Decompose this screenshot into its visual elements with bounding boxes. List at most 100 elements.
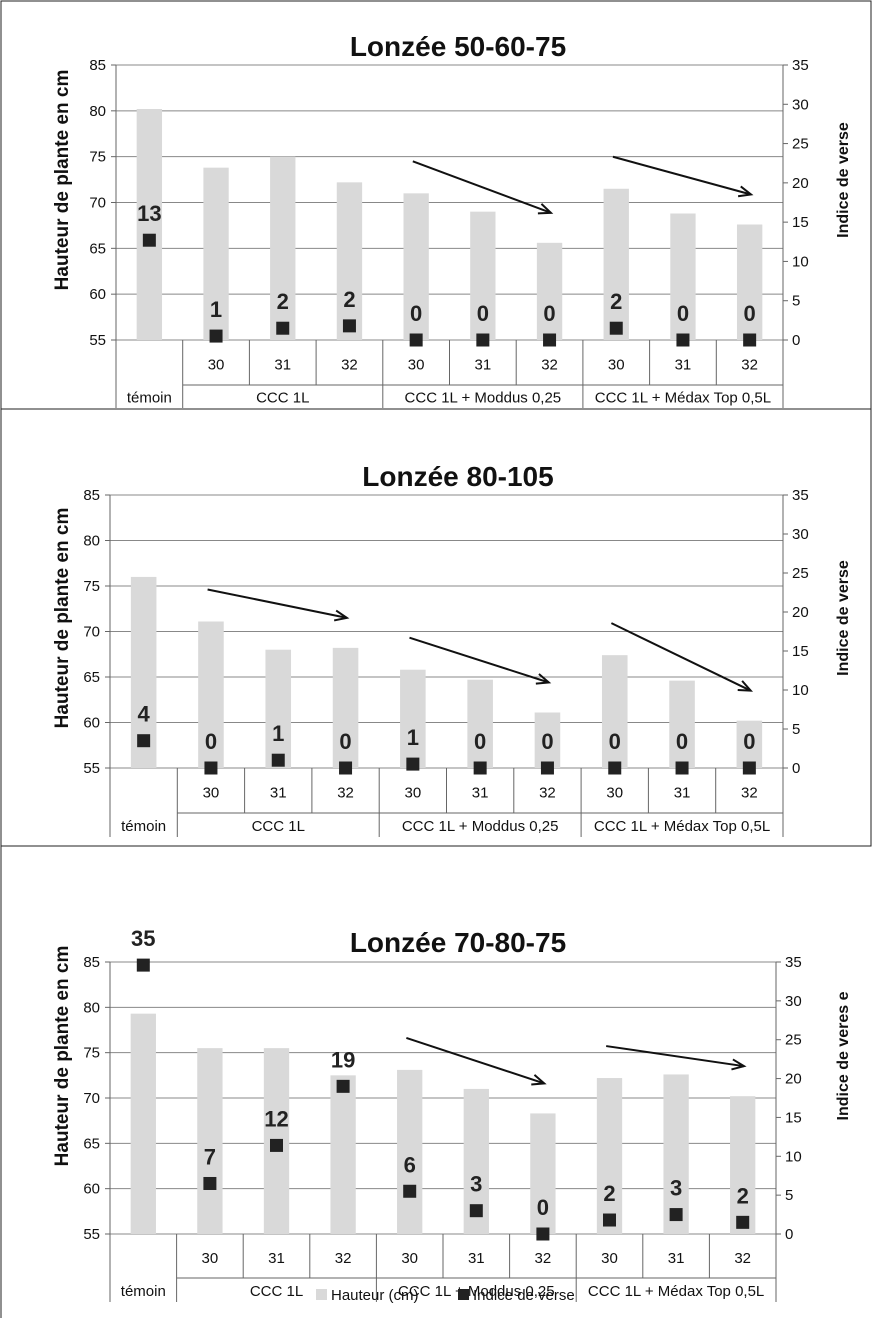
- data-label: 1: [210, 297, 222, 322]
- category-label: 31: [468, 1250, 485, 1267]
- y2-tick-label: 15: [792, 214, 809, 231]
- verse-marker: [276, 321, 290, 335]
- bar: [265, 649, 292, 768]
- verse-marker: [676, 333, 690, 347]
- group-label: témoin: [127, 390, 172, 407]
- category-label: 30: [208, 357, 225, 374]
- category-label: 30: [401, 1250, 418, 1267]
- data-label: 19: [331, 1047, 355, 1072]
- verse-marker: [339, 761, 353, 775]
- trend-arrow-head: [537, 203, 554, 215]
- data-label: 0: [205, 729, 217, 754]
- y2-tick-label: 35: [785, 954, 802, 971]
- data-label: 2: [343, 287, 355, 312]
- verse-marker: [603, 1213, 616, 1227]
- category-label: 31: [475, 357, 492, 374]
- bar: [197, 1048, 223, 1234]
- trend-arrow-head: [531, 1074, 547, 1086]
- bar: [470, 211, 496, 340]
- data-label: 0: [744, 301, 756, 326]
- y-axis-label: Hauteur de plante en cm: [52, 70, 73, 291]
- verse-marker: [608, 761, 622, 775]
- y2-tick-label: 20: [792, 175, 809, 192]
- data-label: 4: [138, 702, 151, 727]
- data-label: 2: [737, 1183, 749, 1208]
- verse-marker: [342, 319, 356, 333]
- category-label: 32: [734, 1250, 751, 1267]
- group-label: CCC 1L + Médax Top 0,5L: [595, 390, 771, 407]
- verse-marker: [476, 333, 490, 347]
- bar: [400, 669, 426, 768]
- bar: [397, 1069, 423, 1234]
- data-label: 7: [204, 1144, 216, 1169]
- category-label: 31: [268, 1250, 285, 1267]
- y-tick-label: 80: [83, 999, 100, 1016]
- y-tick-label: 60: [83, 1181, 100, 1198]
- data-label: 35: [131, 926, 155, 951]
- category-label: 31: [668, 1250, 685, 1267]
- category-label: 31: [674, 785, 691, 802]
- verse-marker: [540, 761, 554, 775]
- category-label: 30: [608, 357, 625, 374]
- y2-tick-label: 35: [792, 57, 809, 74]
- bar: [736, 720, 763, 768]
- group-label: CCC 1L: [250, 1283, 303, 1300]
- trend-arrow: [606, 1045, 745, 1068]
- y-tick-label: 80: [89, 103, 106, 120]
- bar: [530, 1113, 556, 1234]
- category-label: 30: [601, 1250, 618, 1267]
- y2-tick-label: 15: [792, 643, 809, 660]
- chart-title: Lonzée 70-80-75: [350, 927, 566, 958]
- y2-tick-label: 30: [785, 993, 802, 1010]
- y-tick-label: 75: [89, 149, 106, 166]
- y2-tick-label: 5: [785, 1187, 793, 1204]
- group-label: CCC 1L: [252, 818, 305, 835]
- y2-axis-label: Indice de veres e: [835, 991, 852, 1120]
- verse-marker: [406, 757, 420, 771]
- group-label: CCC 1L: [256, 390, 309, 407]
- verse-marker: [742, 761, 756, 775]
- chart-lonzee-80-105: Lonzée 80-105 Hauteur de plante en cm In…: [52, 461, 852, 837]
- y2-tick-label: 0: [792, 760, 800, 777]
- bar: [198, 621, 224, 768]
- verse-marker: [142, 233, 156, 247]
- y-tick-label: 70: [89, 195, 106, 212]
- trend-arrow: [610, 622, 752, 692]
- data-label: 0: [339, 729, 351, 754]
- y-tick-label: 85: [83, 487, 100, 504]
- verse-marker: [336, 1079, 350, 1093]
- y-tick-label: 80: [83, 533, 100, 550]
- verse-marker: [403, 1184, 417, 1198]
- y2-tick-label: 25: [792, 136, 809, 153]
- y-tick-label: 65: [83, 669, 100, 686]
- verse-marker: [203, 1176, 217, 1190]
- verse-marker: [669, 1208, 683, 1222]
- trend-arrow: [412, 160, 552, 214]
- verse-marker: [137, 734, 151, 748]
- y-tick-label: 65: [89, 240, 106, 257]
- y2-tick-label: 10: [785, 1148, 802, 1165]
- verse-marker: [473, 761, 487, 775]
- bar: [403, 193, 429, 340]
- group-label: CCC 1L + Médax Top 0,5L: [594, 818, 770, 835]
- category-label: 32: [341, 357, 358, 374]
- y2-tick-label: 35: [792, 487, 809, 504]
- bar: [736, 224, 763, 340]
- category-label: 30: [408, 357, 425, 374]
- category-label: 31: [270, 785, 287, 802]
- verse-marker: [536, 1227, 550, 1241]
- bar: [534, 712, 561, 768]
- y2-tick-label: 30: [792, 96, 809, 113]
- y2-tick-label: 20: [792, 604, 809, 621]
- data-label: 12: [264, 1106, 288, 1131]
- bar: [536, 242, 563, 340]
- category-label: 32: [741, 357, 758, 374]
- y2-tick-label: 20: [785, 1071, 802, 1088]
- verse-marker: [675, 761, 689, 775]
- category-label: 32: [541, 357, 558, 374]
- y2-tick-label: 25: [792, 565, 809, 582]
- trend-arrow-head: [737, 680, 754, 692]
- bar: [601, 655, 628, 768]
- y2-axis-label: Indice de verse: [835, 122, 852, 238]
